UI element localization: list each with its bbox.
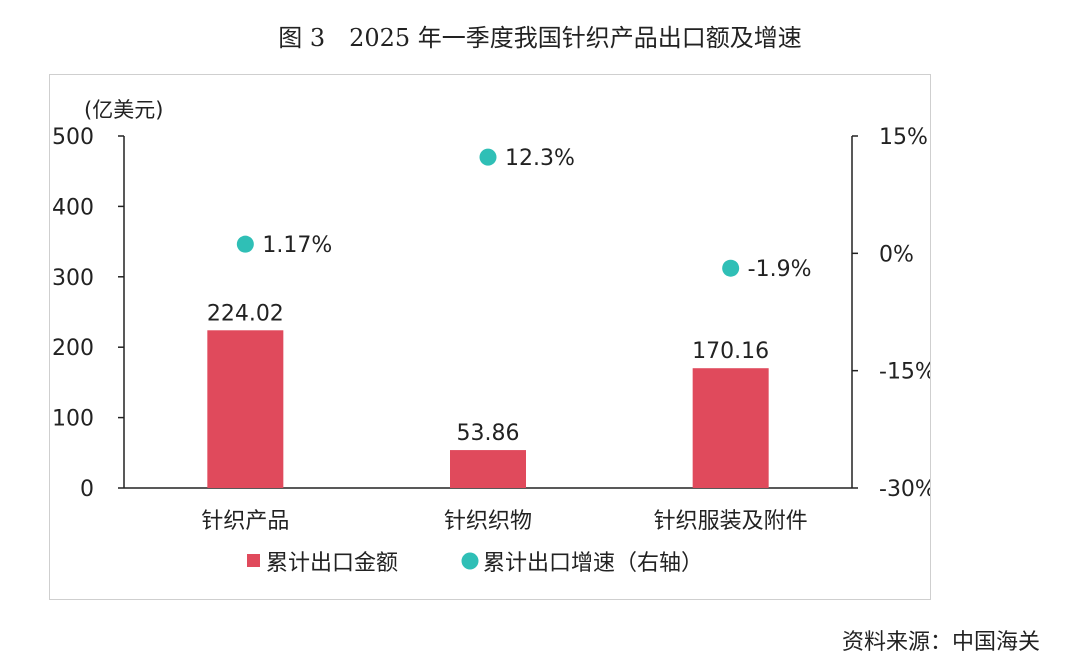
y2-tick-label: -15% bbox=[879, 360, 930, 385]
legend-dot-swatch bbox=[461, 552, 479, 570]
y-tick-label: 200 bbox=[52, 336, 94, 361]
y-tick-label: 0 bbox=[80, 477, 94, 502]
chart-svg: (亿美元) 0 100 200 300 400 500 -30% -15% 0% 15% 针织产品 针… bbox=[52, 98, 930, 576]
y2-tick-label: 15% bbox=[879, 125, 928, 150]
x-tick-label: 针织产品 bbox=[201, 509, 289, 534]
growth-value-label: -1.9% bbox=[748, 257, 812, 282]
bar-value-label: 170.16 bbox=[692, 339, 769, 364]
x-tick-label: 针织服装及附件 bbox=[654, 509, 808, 534]
growth-value-label: 1.17% bbox=[262, 233, 332, 258]
growth-value-label: 12.3% bbox=[505, 146, 575, 171]
chart-title: 图 3 2025 年一季度我国针织产品出口额及增速 bbox=[278, 24, 802, 52]
legend-bar-swatch bbox=[247, 554, 260, 567]
growth-point bbox=[236, 235, 254, 253]
bar bbox=[692, 368, 769, 488]
legend: 累计出口金额 累计出口增速（右轴） bbox=[247, 551, 703, 576]
legend-dot-label: 累计出口增速（右轴） bbox=[483, 551, 703, 576]
y-axis-unit-label: (亿美元) bbox=[84, 98, 163, 122]
y-tick-label: 100 bbox=[52, 407, 94, 432]
bar-value-label: 53.86 bbox=[457, 421, 520, 446]
y2-tick-label: -30% bbox=[879, 477, 930, 502]
y-tick-label: 400 bbox=[52, 195, 94, 220]
growth-point bbox=[479, 148, 497, 166]
y-tick-label: 500 bbox=[52, 125, 94, 150]
legend-bar-label: 累计出口金额 bbox=[266, 551, 398, 576]
labels-group: 224.02 53.86 170.16 1.17% 12.3% -1.9% bbox=[207, 146, 812, 446]
chart-frame: (亿美元) 0 100 200 300 400 500 -30% -15% 0% 15% 针织产品 针… bbox=[49, 74, 931, 600]
source-note: 资料来源：中国海关 bbox=[841, 630, 1040, 655]
bar-value-label: 224.02 bbox=[207, 301, 284, 326]
bar bbox=[207, 330, 284, 488]
y-tick-label: 300 bbox=[52, 266, 94, 291]
bars-group bbox=[207, 330, 769, 488]
bar bbox=[450, 450, 526, 488]
growth-point bbox=[722, 259, 740, 277]
y2-tick-label: 0% bbox=[879, 242, 914, 267]
x-tick-label: 针织织物 bbox=[444, 509, 532, 534]
dots-group bbox=[236, 148, 740, 277]
